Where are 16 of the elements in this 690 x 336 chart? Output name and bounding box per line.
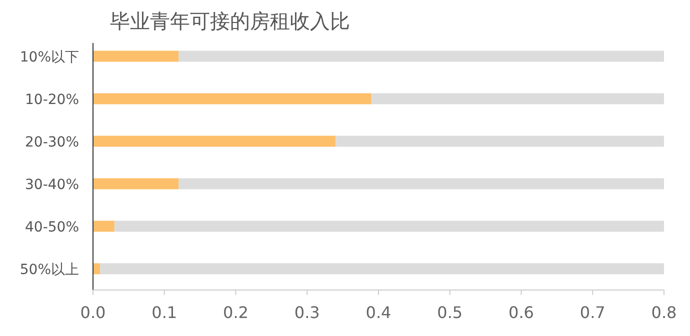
y-tick-label: 10%以下 [20, 49, 79, 66]
x-tick-label: 0.0 [80, 303, 106, 322]
x-tick-label: 0.1 [152, 303, 178, 322]
y-tick-label: 20-30% [25, 134, 79, 150]
chart-title: 毕业青年可接的房租收入比 [110, 9, 350, 33]
y-tick-label: 10-20% [25, 92, 79, 108]
y-tick-label: 50%以上 [20, 262, 79, 278]
x-tick-label: 0.8 [651, 303, 677, 322]
y-tick-label: 40-50% [25, 219, 79, 236]
x-tick-label: 0.2 [223, 303, 248, 322]
x-tick-label: 0.5 [437, 303, 463, 322]
y-tick-label: 30-40% [25, 176, 79, 193]
x-tick-label: 0.4 [366, 303, 392, 322]
x-tick-label: 0.7 [580, 303, 606, 322]
x-tick-label: 0.6 [508, 303, 534, 322]
x-tick-label: 0.3 [294, 303, 320, 322]
